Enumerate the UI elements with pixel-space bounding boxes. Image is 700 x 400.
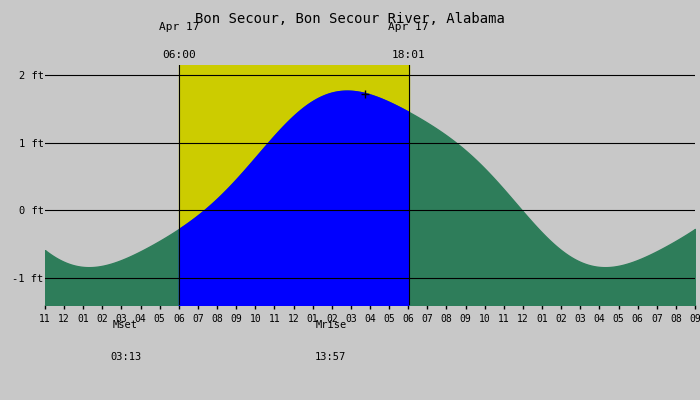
Text: 18:01: 18:01: [392, 50, 426, 60]
Text: Apr 17: Apr 17: [389, 22, 429, 32]
Bar: [178, 65, 409, 305]
Text: 13:57: 13:57: [315, 352, 346, 362]
Text: Mrise: Mrise: [315, 320, 346, 330]
Text: 03:13: 03:13: [110, 352, 141, 362]
Text: Apr 17: Apr 17: [159, 22, 199, 32]
Text: Bon Secour, Bon Secour River, Alabama: Bon Secour, Bon Secour River, Alabama: [195, 12, 505, 26]
Text: Mset: Mset: [113, 320, 138, 330]
Text: 06:00: 06:00: [162, 50, 196, 60]
